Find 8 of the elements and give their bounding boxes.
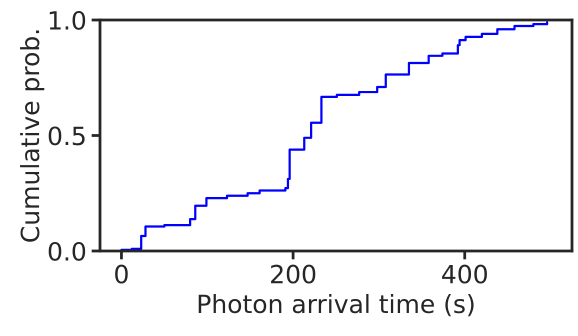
y-tick-label: 0.0 [48, 242, 86, 261]
x-tick-label: 0 [115, 264, 128, 284]
y-tick-label: 1.0 [50, 10, 86, 30]
y-tick-label: 0.5 [48, 126, 85, 146]
x-tick-label: 400 [442, 264, 487, 284]
y-axis-title: Cumulative prob. [20, 30, 44, 242]
x-tick-label: 200 [271, 264, 316, 284]
x-axis-title: Photon arrival time (s) [198, 294, 474, 316]
